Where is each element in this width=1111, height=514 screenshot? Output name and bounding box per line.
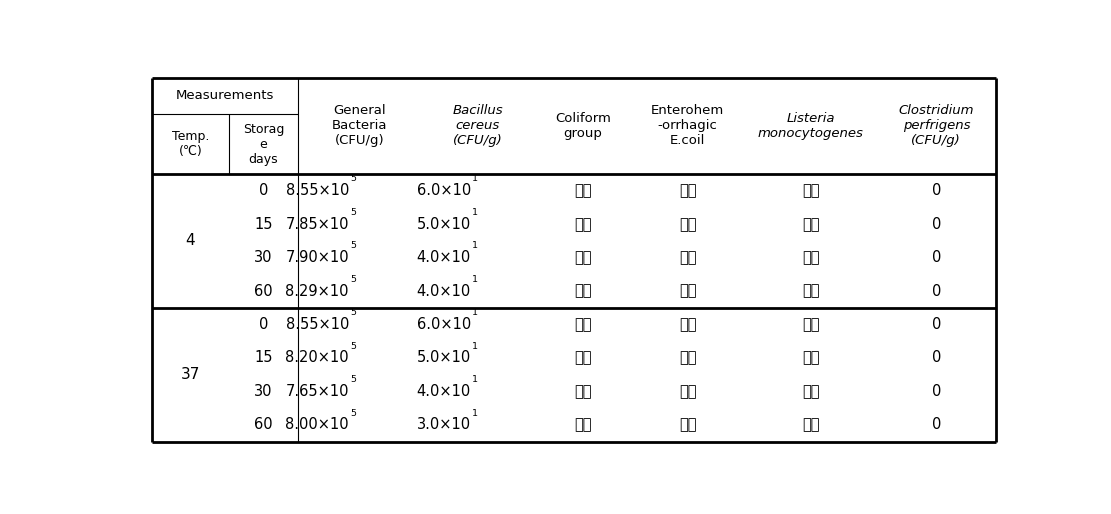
Text: 5: 5 (350, 208, 356, 217)
Text: 음성: 음성 (574, 250, 591, 265)
Text: 1: 1 (472, 241, 478, 250)
Text: 음성: 음성 (679, 417, 697, 432)
Text: 5: 5 (350, 375, 356, 384)
Text: 5: 5 (350, 174, 356, 183)
Text: Clostridium
perfrigens
(CFU/g): Clostridium perfrigens (CFU/g) (899, 104, 974, 147)
Text: 음성: 음성 (802, 351, 820, 365)
Text: 음성: 음성 (679, 284, 697, 299)
Text: 1: 1 (472, 342, 478, 351)
Text: 음성: 음성 (802, 384, 820, 399)
Text: 음성: 음성 (679, 183, 697, 198)
Text: 음성: 음성 (574, 317, 591, 332)
Text: 음성: 음성 (574, 351, 591, 365)
Text: 8.29×10: 8.29×10 (286, 284, 349, 299)
Text: 5: 5 (350, 409, 356, 417)
Text: 0: 0 (932, 284, 941, 299)
Text: 7.65×10: 7.65×10 (286, 384, 349, 399)
Text: 5.0×10: 5.0×10 (417, 351, 471, 365)
Text: 음성: 음성 (802, 317, 820, 332)
Text: 5: 5 (350, 274, 356, 284)
Text: 7.90×10: 7.90×10 (286, 250, 349, 265)
Text: 4.0×10: 4.0×10 (417, 384, 471, 399)
Text: 음성: 음성 (679, 317, 697, 332)
Text: 1: 1 (472, 409, 478, 417)
Text: 0: 0 (932, 217, 941, 232)
Text: 음성: 음성 (679, 351, 697, 365)
Text: 5: 5 (350, 342, 356, 351)
Text: Enterohem
-orrhagic
E.coil: Enterohem -orrhagic E.coil (651, 104, 724, 147)
Text: 0: 0 (932, 417, 941, 432)
Text: 60: 60 (254, 417, 273, 432)
Text: 8.20×10: 8.20×10 (286, 351, 349, 365)
Text: 음성: 음성 (802, 217, 820, 232)
Text: 0: 0 (932, 351, 941, 365)
Text: 7.85×10: 7.85×10 (286, 217, 349, 232)
Text: 음성: 음성 (574, 417, 591, 432)
Text: General
Bacteria
(CFU/g): General Bacteria (CFU/g) (331, 104, 387, 147)
Text: 60: 60 (254, 284, 273, 299)
Text: 4: 4 (186, 233, 196, 248)
Text: 음성: 음성 (679, 250, 697, 265)
Text: 5: 5 (350, 308, 356, 317)
Text: 37: 37 (181, 367, 200, 382)
Text: 3.0×10: 3.0×10 (417, 417, 471, 432)
Text: 0: 0 (932, 250, 941, 265)
Text: 15: 15 (254, 351, 273, 365)
Text: 음성: 음성 (574, 284, 591, 299)
Text: 4.0×10: 4.0×10 (417, 284, 471, 299)
Text: 0: 0 (259, 317, 268, 332)
Text: 0: 0 (932, 384, 941, 399)
Text: 1: 1 (472, 375, 478, 384)
Text: 8.00×10: 8.00×10 (286, 417, 349, 432)
Text: 30: 30 (254, 250, 273, 265)
Text: 4.0×10: 4.0×10 (417, 250, 471, 265)
Text: 8.55×10: 8.55×10 (286, 317, 349, 332)
Text: 음성: 음성 (679, 217, 697, 232)
Text: 음성: 음성 (679, 384, 697, 399)
Text: 8.55×10: 8.55×10 (286, 183, 349, 198)
Text: 30: 30 (254, 384, 273, 399)
Text: 15: 15 (254, 217, 273, 232)
Text: Listeria
monocytogenes: Listeria monocytogenes (758, 112, 864, 140)
Text: 1: 1 (472, 208, 478, 217)
Text: 0: 0 (259, 183, 268, 198)
Text: 1: 1 (472, 308, 478, 317)
Text: 1: 1 (472, 274, 478, 284)
Text: Measurements: Measurements (176, 89, 274, 102)
Text: 음성: 음성 (802, 250, 820, 265)
Text: Bacillus
cereus
(CFU/g): Bacillus cereus (CFU/g) (452, 104, 503, 147)
Text: 5.0×10: 5.0×10 (417, 217, 471, 232)
Text: 음성: 음성 (802, 183, 820, 198)
Text: Storag
e
days: Storag e days (243, 123, 284, 166)
Text: 음성: 음성 (574, 183, 591, 198)
Text: 6.0×10: 6.0×10 (417, 183, 471, 198)
Text: 5: 5 (350, 241, 356, 250)
Text: Temp.
(℃): Temp. (℃) (172, 130, 209, 158)
Text: 음성: 음성 (574, 217, 591, 232)
Text: 0: 0 (932, 317, 941, 332)
Text: 음성: 음성 (802, 284, 820, 299)
Text: 6.0×10: 6.0×10 (417, 317, 471, 332)
Text: Coliform
group: Coliform group (554, 112, 611, 140)
Text: 음성: 음성 (802, 417, 820, 432)
Text: 1: 1 (472, 174, 478, 183)
Text: 0: 0 (932, 183, 941, 198)
Text: 음성: 음성 (574, 384, 591, 399)
